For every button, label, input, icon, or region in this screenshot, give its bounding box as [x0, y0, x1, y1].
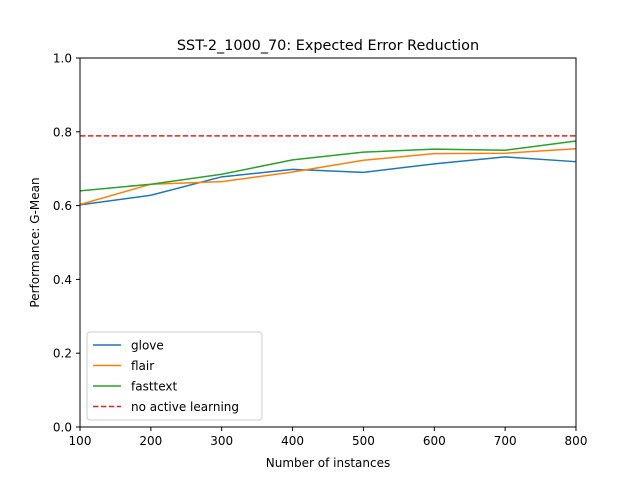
y-tick-label: 0.8 [53, 125, 72, 139]
axes-layer: 100 200 300 400 500 600 700 800 0.0 0.2 0.4 0.6 0.8 1… [53, 52, 588, 449]
y-tick-label: 0.6 [53, 199, 72, 213]
chart-title: SST-2_1000_70: Expected Error Reduction [177, 38, 479, 54]
x-tick-label: 300 [210, 434, 233, 448]
x-tick-label: 100 [69, 434, 92, 448]
x-tick-label: 500 [352, 434, 375, 448]
series-line-flair [79, 148, 577, 206]
x-tick-label: 400 [281, 434, 304, 448]
legend-label: fasttext [131, 380, 178, 394]
legend-label: flair [131, 359, 154, 373]
series-line-glove [79, 156, 577, 206]
plot-frame [79, 57, 577, 428]
y-tick-label: 0.4 [53, 273, 72, 287]
legend-label: glove [131, 339, 164, 353]
x-tick-label: 200 [139, 434, 162, 448]
y-axis-label: Performance: G-Mean [28, 177, 42, 307]
series-line-fasttext [79, 140, 577, 192]
legend-label: no active learning [131, 400, 239, 414]
x-tick-label: 600 [423, 434, 446, 448]
y-tick-label: 0.2 [53, 347, 72, 361]
x-axis-label: Number of instances [266, 456, 391, 470]
y-tick-label: 0.0 [53, 421, 72, 435]
x-tick-label: 700 [494, 434, 517, 448]
series-layer [79, 135, 577, 206]
y-tick-label: 1.0 [53, 52, 72, 66]
legend-box [86, 331, 263, 421]
x-tick-label: 800 [565, 434, 588, 448]
legend: glove flair fasttext no active learning [86, 331, 263, 421]
